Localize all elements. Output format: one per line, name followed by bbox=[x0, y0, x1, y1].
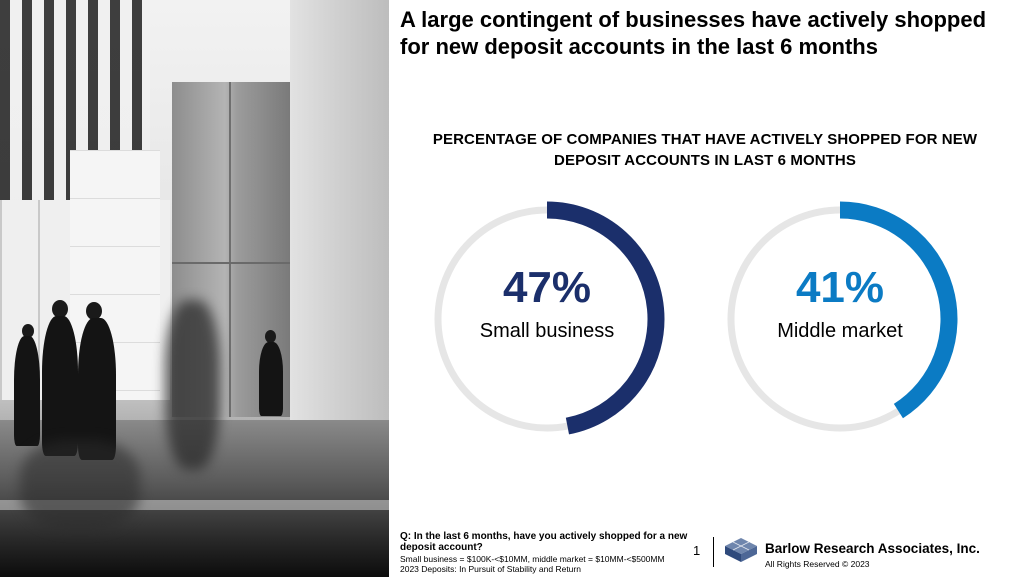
segment-definition: Small business = $100K-<$10MM, middle ma… bbox=[400, 554, 665, 564]
copyright-notice: All Rights Reserved © 2023 bbox=[765, 559, 870, 569]
percentage-small-business: 47% bbox=[502, 263, 592, 312]
donut-arc-small-business bbox=[546, 201, 665, 435]
source-note: 2023 Deposits: In Pursuit of Stability a… bbox=[400, 564, 581, 574]
company-logo-icon bbox=[725, 538, 757, 562]
person-head bbox=[265, 330, 276, 343]
person-silhouette bbox=[14, 336, 40, 446]
person-silhouette bbox=[78, 318, 116, 460]
donut-middle-market: 41% Middle market bbox=[718, 197, 962, 441]
curb bbox=[0, 500, 389, 510]
footer-divider bbox=[713, 537, 714, 567]
company-name: Barlow Research Associates, Inc. bbox=[765, 541, 980, 556]
page-number: 1 bbox=[693, 543, 701, 558]
person-head bbox=[52, 300, 68, 318]
slide-headline: A large contingent of businesses have ac… bbox=[400, 7, 987, 59]
person-head bbox=[22, 324, 34, 338]
donut-arc-middle-market bbox=[839, 201, 958, 419]
person-head bbox=[86, 302, 102, 320]
donut-small-business: 47% Small business bbox=[425, 197, 669, 441]
donut-chart-small-business bbox=[434, 201, 665, 435]
column-seam bbox=[172, 262, 290, 264]
person-on-phone bbox=[259, 342, 283, 416]
glass-reflection bbox=[290, 0, 389, 420]
motion-blur-person bbox=[165, 300, 220, 470]
motion-blur-foreground bbox=[20, 440, 140, 530]
percentage-middle-market: 41% bbox=[795, 263, 885, 312]
label-middle-market: Middle market bbox=[777, 320, 903, 342]
chart-title: PERCENTAGE OF COMPANIES THAT HAVE ACTIVE… bbox=[432, 131, 978, 169]
survey-question: Q: In the last 6 months, have you active… bbox=[400, 531, 688, 553]
person-silhouette bbox=[42, 316, 78, 456]
label-small-business: Small business bbox=[479, 320, 615, 342]
office-building-photo bbox=[0, 0, 389, 577]
donut-chart-middle-market bbox=[727, 201, 958, 432]
